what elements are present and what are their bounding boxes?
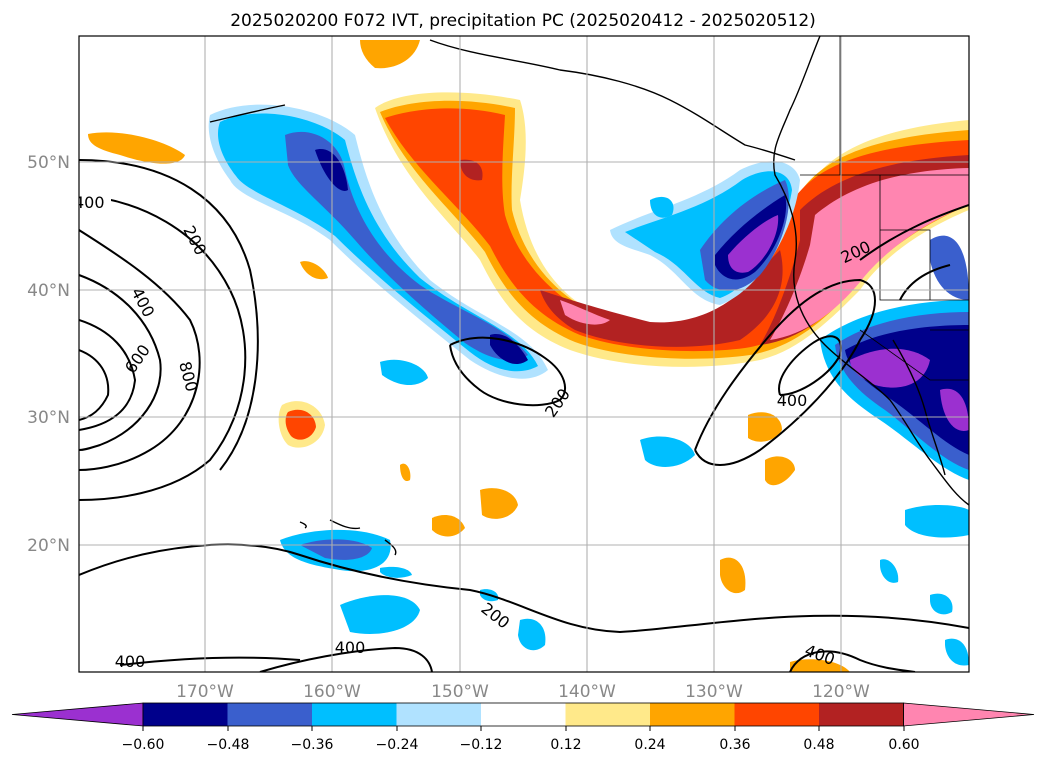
colorbar: −0.60 −0.48 −0.36 −0.24 −0.12 0.12 0.24 … [11,702,1035,753]
negative-anomaly-band [208,104,969,666]
colorbar-tick-label: −0.60 [122,737,165,753]
colorbar-tick-label: 0.24 [634,737,665,753]
borders [800,36,969,381]
colorbar-cell [650,703,735,726]
colorbar-cell [565,703,651,726]
colorbar-frame [142,702,904,727]
colorbar-tick-label: 0.12 [550,737,581,753]
colorbar-cell [227,703,313,726]
lon-label: 160°W [303,682,361,702]
lat-label: 40°N [27,281,70,301]
colorbar-cell [819,703,904,726]
lat-label: 20°N [27,536,70,556]
map-panel: 400 200 400 600 800 200 200 400 200 400 … [74,35,970,673]
colorbar-cell [734,703,820,726]
colorbar-tick-label: −0.48 [207,737,250,753]
lon-label: 140°W [558,682,616,702]
colorbar-extend-max [903,702,1035,727]
colorbar-cell [396,703,482,726]
colorbar-extend-min [11,702,144,727]
lat-labels: 50°N 40°N 30°N 20°N [27,153,70,556]
colorbar-tick-label: −0.36 [291,737,334,753]
lon-labels: 170°W 160°W 150°W 140°W 130°W 120°W [176,682,870,702]
contour-label: 400 [74,193,105,212]
coastlines [209,36,969,556]
colorbar-tick-label: 0.60 [888,737,919,753]
lat-label: 50°N [27,153,70,173]
colorbar-cell [481,703,566,726]
lon-label: 130°W [685,682,743,702]
chart-title: 2025020200 F072 IVT, precipitation PC (2… [230,11,816,31]
colorbar-cell [143,703,228,726]
contour-label: 400 [777,391,808,410]
colorbar-cells [11,702,1035,727]
colorbar-tick-label: 0.48 [803,737,834,753]
colorbar-tick-labels: −0.60 −0.48 −0.36 −0.24 −0.12 0.12 0.24 … [122,737,920,753]
lon-label: 120°W [812,682,870,702]
colorbar-tick-label: −0.24 [376,737,419,753]
colorbar-tick-label: 0.36 [719,737,750,753]
graticule [79,36,969,672]
colorbar-ticks [142,726,905,731]
lon-label: 150°W [431,682,489,702]
map-frame [78,35,970,673]
contour-label: 400 [335,638,366,657]
colorbar-tick-label: −0.12 [460,737,503,753]
colorbar-cell [312,703,397,726]
lat-label: 30°N [27,408,70,428]
lon-label: 170°W [176,682,234,702]
contour-label: 400 [115,652,146,671]
